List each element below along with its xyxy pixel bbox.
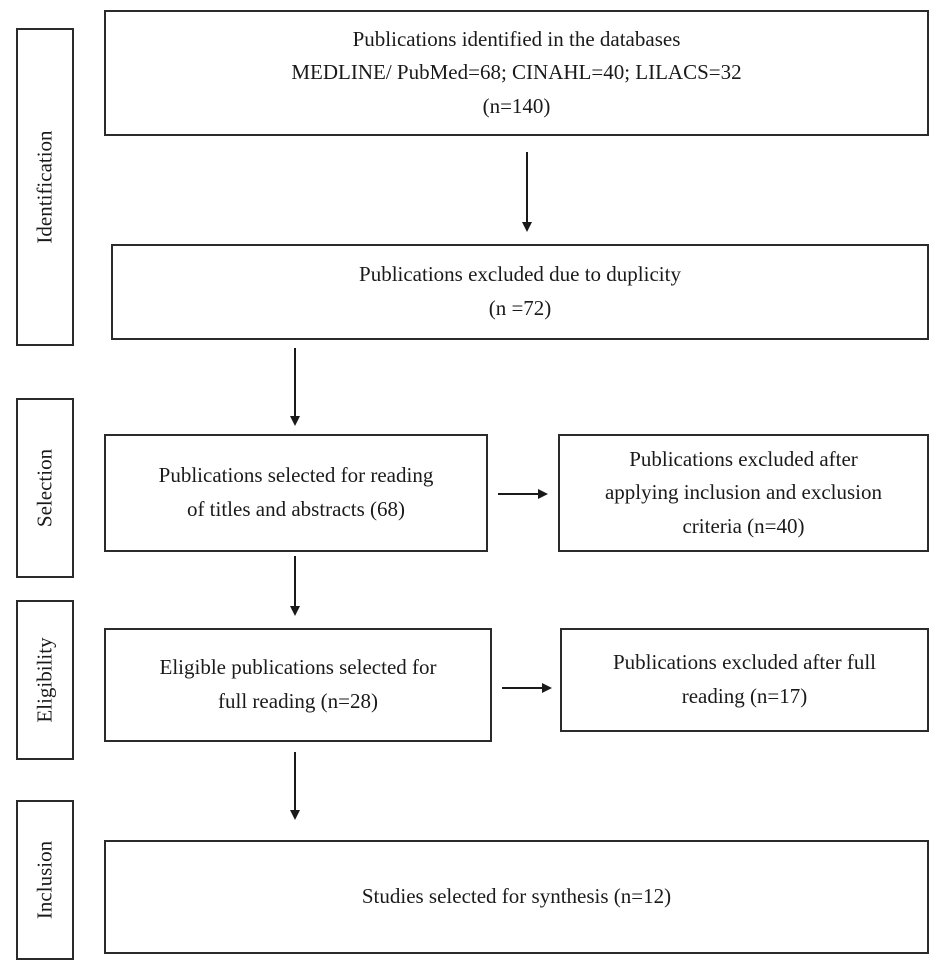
box-screen-excluded: Publications excluded after applying inc… bbox=[558, 434, 929, 552]
box-screen-excluded-line1: Publications excluded after bbox=[629, 446, 858, 471]
box-identified-line2: MEDLINE/ PubMed=68; CINAHL=40; LILACS=32 bbox=[291, 60, 742, 85]
box-fulltext-excluded-line1: Publications excluded after full bbox=[612, 650, 876, 675]
box-identified-line3: (n=140) bbox=[482, 93, 551, 118]
box-duplicates-line2: (n =72) bbox=[488, 296, 552, 320]
box-eligible: Eligible publications selected for full … bbox=[104, 628, 492, 742]
box-included: Studies selected for synthesis (n=12) bbox=[104, 840, 929, 954]
box-identified: Publications identified in the databases… bbox=[104, 10, 929, 136]
box-screened: Publications selected for reading of tit… bbox=[104, 434, 488, 552]
stage-eligibility: Eligibility bbox=[16, 600, 74, 760]
box-screened-line1: Publications selected for reading bbox=[158, 463, 434, 488]
box-screen-excluded-line3: criteria (n=40) bbox=[682, 513, 805, 538]
box-eligible-line2: full reading (n=28) bbox=[218, 689, 378, 713]
box-identified-line1: Publications identified in the databases bbox=[352, 26, 681, 51]
stage-inclusion: Inclusion bbox=[16, 800, 74, 960]
box-duplicates: Publications excluded due to duplicity (… bbox=[111, 244, 929, 340]
stage-selection: Selection bbox=[16, 398, 74, 578]
box-eligible-line1: Eligible publications selected for bbox=[159, 655, 437, 680]
box-included-line1: Studies selected for synthesis (n=12) bbox=[361, 884, 672, 909]
box-fulltext-excluded: Publications excluded after full reading… bbox=[560, 628, 929, 732]
box-duplicates-line1: Publications excluded due to duplicity bbox=[359, 262, 681, 287]
box-screen-excluded-line2: applying inclusion and exclusion bbox=[604, 480, 883, 505]
box-screened-line2: of titles and abstracts (68) bbox=[186, 497, 406, 521]
box-fulltext-excluded-line2: reading (n=17) bbox=[681, 684, 808, 708]
stage-identification: Identification bbox=[16, 28, 74, 346]
